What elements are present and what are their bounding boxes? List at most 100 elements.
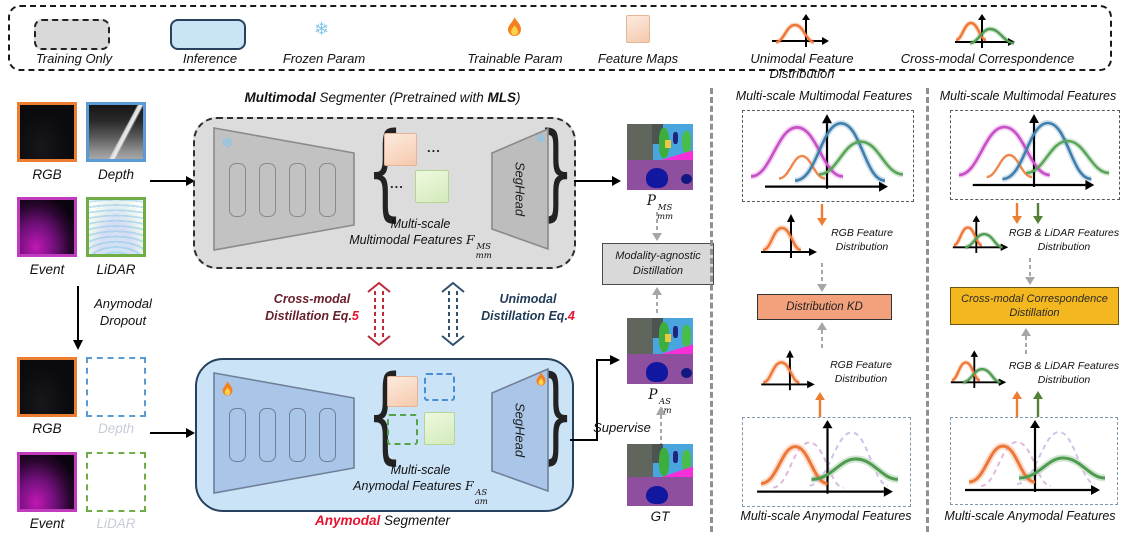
modality-agnostic-distillation-box: Modality-agnostic Distillation: [602, 243, 714, 285]
ellipsis: ...: [427, 140, 441, 155]
flame-icon: [506, 17, 523, 39]
arrow-gt-to-pred: [655, 406, 667, 444]
brace-left: {: [366, 110, 404, 232]
input-label-lidar: LiDAR: [96, 262, 136, 277]
encoder-stage-bar: [289, 408, 306, 462]
segmentation-output-anymodal: [627, 318, 693, 384]
panel-divider: [710, 88, 713, 532]
anymodal-dropout-label: Anymodal Dropout: [94, 296, 152, 328]
arrow-gray-down: [1024, 258, 1036, 286]
missing-feature-lidar: [387, 414, 418, 445]
arrow-anymodal-to-pred: [566, 352, 626, 446]
unimodal-distillation-label: Unimodal Distillation Eq.4: [481, 292, 575, 323]
snowflake-icon: ❄: [535, 131, 546, 146]
crossmodal-correspondence-icon: [952, 14, 1022, 50]
arrow-orange-up: [814, 392, 826, 420]
multimodal-features-label: Multi-scale Multimodal Features F MS mm: [349, 217, 492, 261]
legend-label-featmaps: Feature Maps: [597, 51, 679, 66]
ground-truth-image: [627, 444, 693, 506]
segmentation-output-multimodal: [627, 124, 693, 190]
arrow-green-up: [1032, 391, 1044, 419]
input-image-rgb: [17, 102, 77, 162]
arrow-gray-down: [816, 263, 828, 293]
panel2-anymodal-distribution-plot: [950, 417, 1118, 505]
arrow-inputs-to-anymodal: [150, 427, 196, 439]
distribution-kd-box: Distribution KD: [757, 294, 892, 320]
feature-map-cube-event: [424, 412, 455, 445]
dropped-label-lidar: LiDAR: [96, 516, 136, 531]
dropped-image-depth-empty: [86, 357, 146, 417]
arrow-multimodal-to-pred: [574, 175, 622, 187]
legend-label-frozen: Frozen Param: [282, 51, 366, 66]
cross-modal-distillation-label: Cross-modal Distillation Eq.5: [265, 292, 359, 323]
cross-modal-distillation-arrow: [366, 281, 392, 347]
seghead-label: SegHead: [512, 402, 528, 458]
dropped-image-lidar-empty: [86, 452, 146, 512]
panel1-rgb-distribution-label-lower: RGB Feature Distribution: [830, 359, 892, 386]
encoder-stage-bar: [319, 408, 336, 462]
arrow-green-down: [1032, 203, 1044, 224]
arrow-gray-up: [816, 322, 828, 350]
encoder-stage-bar: [259, 408, 276, 462]
arrow-orange-up: [1011, 391, 1023, 419]
cube-icon: [626, 15, 650, 43]
panel-divider: [926, 88, 929, 532]
legend-label-trainable: Trainable Param: [467, 51, 563, 66]
panel1-rgb-distribution-label: RGB Feature Distribution: [831, 227, 893, 254]
seghead-label: SegHead: [512, 161, 528, 217]
dropped-image-event: [17, 452, 77, 512]
anymodal-features-label: Multi-scale Anymodal Features F AS am: [353, 463, 488, 507]
encoder-stage-bar: [289, 163, 306, 217]
feature-map-cube-rgb: [387, 376, 418, 407]
panel2-multimodal-distribution-plot: [950, 110, 1120, 200]
pred-anymodal-label: P AS am: [648, 387, 672, 416]
snowflake-icon: ❄: [314, 19, 330, 39]
legend-label-crossmodal: Cross-modal Correspondence: [900, 51, 1075, 66]
legend-box: Training Only Inference ❄ Frozen Param T…: [8, 5, 1112, 81]
arrow-pred-am-to-mad: [651, 287, 663, 315]
arrow-gray-up: [1020, 328, 1032, 356]
panel1-rgb-distribution-icon: [757, 214, 821, 262]
snowflake-icon: ❄: [221, 135, 234, 152]
panel1-rgb-distribution-icon-lower: [756, 350, 820, 394]
input-label-rgb: RGB: [32, 167, 62, 182]
arrow-orange-down: [816, 204, 828, 226]
dropped-label-event: Event: [29, 516, 65, 531]
panel2-bimodal-distribution-icon: [950, 214, 1012, 258]
input-label-depth: Depth: [97, 167, 135, 182]
arrow-inputs-to-multimodal: [150, 175, 196, 187]
pred-multimodal-label: P MS mm: [646, 193, 674, 222]
panel1-multimodal-distribution-plot: [742, 110, 914, 202]
unimodal-distillation-arrow: [440, 281, 466, 347]
flame-icon: [535, 372, 547, 388]
encoder-stage-bar: [229, 163, 246, 217]
unimodal-distribution-icon: [768, 14, 832, 50]
input-image-depth: [86, 102, 146, 162]
input-image-lidar: [86, 197, 146, 257]
cross-modal-correspondence-distillation-box: Cross-modal Correspondence Distillation: [950, 287, 1119, 325]
feature-map-cube-rgb: [384, 133, 417, 166]
panel1-bottom-title: Multi-scale Anymodal Features: [740, 509, 912, 523]
encoder-stage-bar: [259, 163, 276, 217]
dropped-image-rgb: [17, 357, 77, 417]
legend-label-inference: Inference: [182, 51, 238, 66]
feature-map-cube-lidar: [415, 170, 449, 203]
flame-icon: [221, 381, 234, 398]
legend-label-unimodal: Unimodal Feature Distribution: [750, 51, 854, 81]
anymodal-segmenter-title: Anymodal Segmenter: [314, 513, 451, 528]
input-label-event: Event: [29, 262, 65, 277]
dropped-label-rgb: RGB: [32, 421, 62, 436]
supervise-label: Supervise: [593, 420, 651, 435]
panel2-top-title: Multi-scale Multimodal Features: [939, 89, 1117, 103]
missing-feature-depth: [424, 373, 455, 401]
arrow-orange-down: [1011, 203, 1023, 224]
multimodal-seghead: SegHead ❄: [491, 127, 549, 251]
panel1-top-title: Multi-scale Multimodal Features: [735, 89, 913, 103]
anymodal-dropout-arrow: [70, 286, 86, 352]
arrow-pred-to-mad: [651, 212, 663, 242]
panel2-bimodal-distribution-icon-lower: [948, 350, 1010, 392]
multimodal-segmenter-title: Multimodal Segmenter (Pretrained with ML…: [244, 90, 521, 105]
panel2-bimodal-distribution-label: RGB & LiDAR Features Distribution: [1008, 227, 1120, 254]
input-image-event: [17, 197, 77, 257]
